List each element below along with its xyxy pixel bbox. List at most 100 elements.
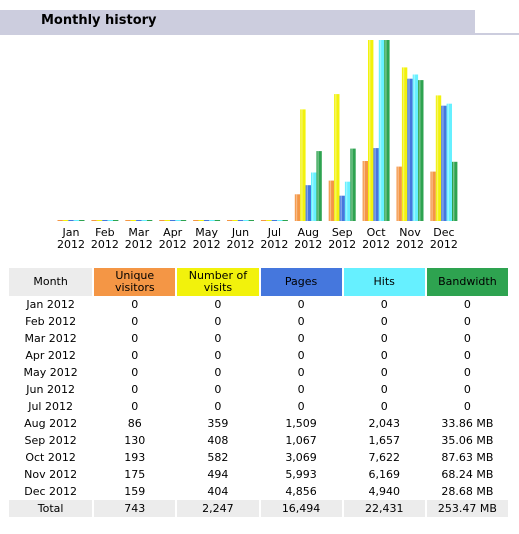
hits-cell: 4,940 <box>368 485 400 498</box>
visits-cell: 404 <box>207 485 229 498</box>
table-row: Apr 2012 0 0 0 0 0 <box>9 347 508 364</box>
hits-column-header: Hits <box>343 268 425 296</box>
visits-cell: 494 <box>207 468 229 481</box>
month-cell: Jan 2012 <box>26 298 75 311</box>
pages-cell: 0 <box>297 366 305 379</box>
pages-cell: 5,993 <box>285 468 317 481</box>
bar-highlight-pages-oct <box>374 148 376 221</box>
pages-cell: 1,067 <box>285 434 317 447</box>
table-row: Jan 2012 0 0 0 0 0 <box>9 296 508 313</box>
bar-bandwidth-jul <box>282 220 288 221</box>
bar-hits-sep <box>344 181 351 221</box>
x-tick-month-jun: Jun <box>231 226 249 239</box>
x-tick-year-jul: 2012 <box>260 238 288 251</box>
bar-pages-may <box>203 220 210 221</box>
table-row: Oct 2012 193 582 3,069 7,622 87.63 MB <box>9 449 508 466</box>
bar-pages-nov <box>407 78 413 221</box>
pages-cell: 3,069 <box>285 451 317 464</box>
bar-bandwidth-jan <box>79 220 85 221</box>
bar-visits-jul <box>266 220 272 221</box>
bar-pages-sep <box>339 195 345 221</box>
unique-visitors-cell: 86 <box>127 417 142 430</box>
bandwidth-cell: 0 <box>463 332 471 345</box>
hits-cell: 0 <box>380 366 388 379</box>
bar-pages-feb <box>102 220 108 221</box>
bar-unique-feb <box>91 220 97 221</box>
unique-visitors-cell: 159 <box>124 485 146 498</box>
bar-highlight-visits-sep <box>335 94 337 221</box>
bandwidth-cell: 87.63 MB <box>441 451 494 464</box>
monthly-history-table-wrap: Month Unique visitors Number of visits P… <box>7 268 510 517</box>
table-row: Feb 2012 0 0 0 0 0 <box>9 313 508 330</box>
x-tick-year-nov: 2012 <box>396 238 424 251</box>
bar-unique-jun <box>227 220 233 221</box>
x-tick-year-oct: 2012 <box>362 238 390 251</box>
total-hits-cell: 22,431 <box>343 500 425 517</box>
total-visits-cell: 2,247 <box>177 500 259 517</box>
month-cell: Mar 2012 <box>24 332 77 345</box>
bar-hits-aug <box>311 172 317 221</box>
bandwidth-cell: 28.68 MB <box>441 485 494 498</box>
bar-highlight-bandwidth-nov <box>419 80 421 221</box>
bar-bandwidth-jun <box>248 220 254 221</box>
visits-cell: 582 <box>207 451 229 464</box>
x-tick-month-jul: Jul <box>267 226 281 239</box>
visits-cell: 0 <box>214 349 222 362</box>
bar-bandwidth-dec <box>452 161 458 221</box>
pages-cell: 4,856 <box>285 485 317 498</box>
visits-cell: 0 <box>214 315 222 328</box>
bar-bandwidth-mar <box>146 220 153 221</box>
bar-hits-apr <box>175 220 181 221</box>
month-cell: Jul 2012 <box>28 400 73 413</box>
bar-visits-oct <box>368 40 374 221</box>
bar-hits-jul <box>277 220 283 221</box>
bar-visits-nov <box>401 67 408 222</box>
bar-visits-apr <box>164 220 170 221</box>
bandwidth-cell: 0 <box>463 315 471 328</box>
unique-visitors-cell: 130 <box>124 434 146 447</box>
bar-highlight-hits-aug <box>312 172 314 221</box>
bar-highlight-visits-dec <box>436 95 439 221</box>
bandwidth-cell: 0 <box>463 400 471 413</box>
bandwidth-cell: 0 <box>463 298 471 311</box>
bar-bandwidth-aug <box>316 151 322 221</box>
total-unique-visitors-cell: 743 <box>94 500 176 517</box>
bandwidth-column-header: Bandwidth <box>426 268 508 296</box>
bar-highlight-unique-oct <box>363 161 365 221</box>
pages-cell: 1,509 <box>285 417 317 430</box>
x-tick-month-may: May <box>195 226 218 239</box>
total-pages-cell: 16,494 <box>260 500 342 517</box>
x-tick-year-may: 2012 <box>193 238 221 251</box>
table-row: Aug 2012 86 359 1,509 2,043 33.86 MB <box>9 415 508 432</box>
bar-highlight-pages-sep <box>340 195 342 221</box>
total-month-cell: Total <box>9 500 93 517</box>
hits-cell: 7,622 <box>368 451 400 464</box>
bar-hits-feb <box>107 220 113 221</box>
x-tick-year-dec: 2012 <box>430 238 458 251</box>
bar-pages-aug <box>305 185 311 221</box>
x-tick-month-apr: Apr <box>163 226 183 239</box>
bar-highlight-bandwidth-oct <box>385 40 387 221</box>
bar-unique-sep <box>328 180 335 221</box>
pages-cell: 0 <box>297 298 305 311</box>
bar-highlight-hits-dec <box>447 103 449 221</box>
x-tick-year-sep: 2012 <box>328 238 356 251</box>
visits-cell: 0 <box>214 400 222 413</box>
bar-visits-dec <box>435 95 442 221</box>
bar-highlight-hits-oct <box>379 40 382 221</box>
unique-visitors-cell: 0 <box>131 400 139 413</box>
bar-unique-apr <box>159 220 165 221</box>
bar-unique-jul <box>260 220 267 221</box>
bar-highlight-unique-aug <box>295 194 298 221</box>
unique-visitors-cell: 193 <box>124 451 146 464</box>
bar-highlight-bandwidth-sep <box>351 148 353 221</box>
table-row: May 2012 0 0 0 0 0 <box>9 364 508 381</box>
unique-visitors-cell: 0 <box>131 332 139 345</box>
unique-visitors-cell: 175 <box>124 468 146 481</box>
bar-hits-nov <box>412 74 419 221</box>
unique-visitors-cell: 0 <box>131 298 139 311</box>
bar-bandwidth-sep <box>350 148 356 221</box>
bar-highlight-bandwidth-aug <box>317 151 319 221</box>
bar-bandwidth-apr <box>180 220 187 221</box>
x-tick-year-jan: 2012 <box>57 238 85 251</box>
